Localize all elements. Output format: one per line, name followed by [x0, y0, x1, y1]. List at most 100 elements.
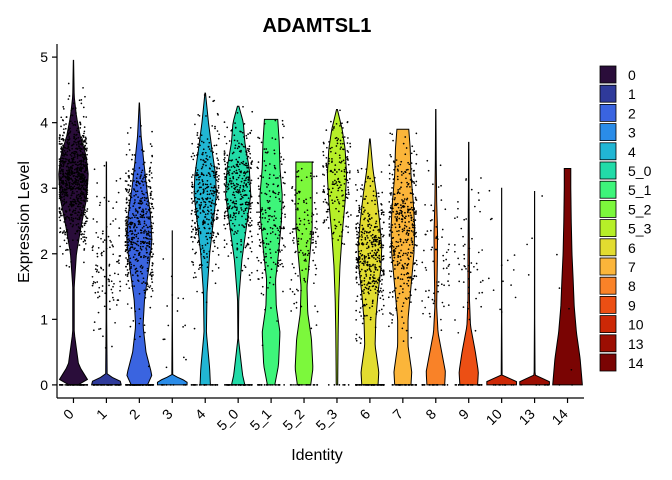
point [366, 202, 369, 205]
point [196, 173, 198, 175]
point [401, 210, 403, 213]
point [343, 170, 346, 173]
point [92, 245, 94, 247]
point [406, 185, 408, 188]
point [340, 160, 343, 163]
point [237, 165, 240, 168]
point [316, 228, 318, 230]
point [73, 154, 76, 156]
point [347, 191, 350, 194]
point [130, 263, 133, 266]
point [143, 232, 145, 234]
point [203, 226, 206, 229]
point [224, 178, 226, 180]
point [145, 248, 148, 251]
point [240, 161, 243, 164]
point [382, 234, 385, 237]
point [73, 135, 75, 138]
point [393, 193, 396, 196]
point [81, 233, 84, 235]
point [260, 192, 263, 194]
point [232, 151, 235, 154]
point [128, 209, 131, 212]
point [144, 229, 146, 232]
point [236, 206, 238, 209]
point [78, 143, 80, 145]
point [261, 285, 264, 288]
point [367, 225, 369, 228]
point [99, 327, 102, 330]
point [125, 230, 128, 233]
point [338, 210, 340, 213]
point [457, 200, 459, 203]
point [233, 170, 236, 173]
point [306, 254, 309, 256]
violin-8 [425, 109, 446, 386]
point [239, 184, 242, 187]
point [129, 126, 132, 129]
point [217, 198, 220, 201]
point [80, 159, 83, 162]
point [85, 178, 88, 181]
point [314, 264, 317, 266]
point [223, 384, 226, 386]
point [291, 231, 294, 233]
point [359, 307, 362, 309]
point [135, 226, 138, 229]
point [148, 217, 151, 220]
point [202, 173, 204, 176]
point [215, 263, 217, 266]
point [442, 254, 445, 257]
point [315, 267, 318, 270]
point [413, 207, 415, 209]
point [126, 273, 129, 276]
point [279, 225, 281, 228]
point [144, 180, 146, 183]
point [372, 229, 375, 232]
point [355, 300, 358, 302]
point [273, 164, 276, 167]
point [251, 384, 253, 386]
point [378, 254, 381, 257]
point [61, 207, 63, 210]
point [230, 182, 232, 185]
point [264, 192, 266, 195]
point [346, 157, 349, 160]
point [227, 188, 229, 191]
legend-label-4: 4 [628, 144, 636, 160]
point [401, 205, 404, 208]
point [125, 227, 128, 230]
point [125, 211, 128, 214]
point [80, 102, 83, 105]
point [238, 211, 240, 213]
point [381, 209, 383, 211]
point [280, 208, 283, 211]
point [79, 194, 82, 197]
point [139, 270, 142, 273]
point [97, 271, 100, 274]
violin-14 [552, 168, 583, 386]
point [68, 171, 71, 174]
point [462, 281, 465, 284]
point [403, 273, 406, 276]
point [467, 307, 469, 310]
point [382, 221, 385, 224]
point [272, 183, 275, 186]
point [327, 384, 330, 386]
point [390, 207, 392, 210]
point [306, 240, 309, 242]
point [454, 217, 456, 220]
point [228, 205, 231, 208]
point [292, 239, 294, 242]
point [151, 264, 154, 267]
point [365, 168, 368, 171]
point [215, 213, 218, 216]
point [395, 213, 397, 215]
point [407, 284, 410, 287]
point [513, 254, 516, 256]
point [76, 194, 78, 197]
point [71, 122, 74, 125]
point [406, 229, 409, 232]
point [390, 261, 393, 264]
point [80, 169, 82, 172]
